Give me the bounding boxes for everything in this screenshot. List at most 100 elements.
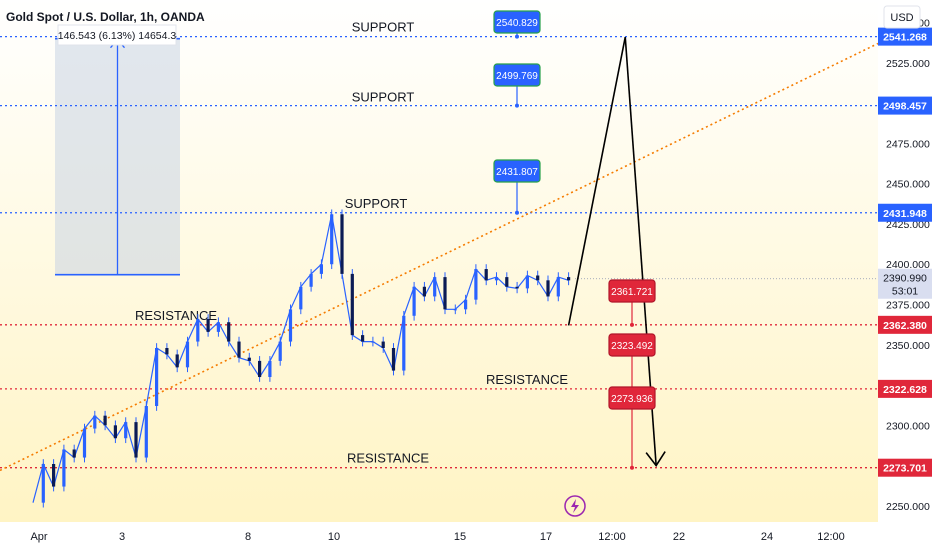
candle-body xyxy=(525,275,529,289)
target-callout-text: 2273.936 xyxy=(611,394,653,405)
target-callout-point xyxy=(515,34,519,39)
x-tick-label: 12:00 xyxy=(817,531,845,543)
candle-body xyxy=(484,269,488,281)
target-callout-point xyxy=(630,465,634,470)
level-price-tag-text: 2362.380 xyxy=(883,320,927,332)
level-price-tag xyxy=(878,315,932,334)
candle-body xyxy=(134,422,138,458)
level-price-tag xyxy=(878,27,932,46)
level-label-support: SUPPORT xyxy=(352,90,415,105)
target-callout-box[interactable] xyxy=(608,333,656,357)
x-tick-label: 8 xyxy=(245,531,251,543)
measure-tool-label: 146.543 (6.13%) 14654.3 xyxy=(58,30,177,42)
candle-body xyxy=(505,277,509,287)
y-tick-label: 2375.000 xyxy=(886,300,930,312)
x-tick-label: 12:00 xyxy=(598,531,626,543)
current-price-countdown: 53:01 xyxy=(892,286,918,298)
level-price-tag xyxy=(878,203,932,222)
y-tick-label: 2475.000 xyxy=(886,138,930,150)
candle-body xyxy=(464,299,468,310)
level-label-resistance: RESISTANCE xyxy=(347,451,429,466)
level-price-tag-text: 2541.268 xyxy=(883,32,927,44)
level-label-support: SUPPORT xyxy=(345,196,408,211)
candle-body xyxy=(412,286,416,316)
target-callout-box[interactable] xyxy=(493,10,541,34)
candle-body xyxy=(165,348,169,355)
candle-body xyxy=(41,464,45,503)
level-label-resistance: RESISTANCE xyxy=(486,372,568,387)
candle-body xyxy=(278,341,282,361)
candle-body xyxy=(288,309,293,342)
target-callout-box[interactable] xyxy=(493,159,541,183)
target-callout-text: 2499.769 xyxy=(496,71,538,82)
candle-body xyxy=(62,449,66,487)
target-callout-box[interactable] xyxy=(493,63,541,87)
candle-body xyxy=(494,277,499,281)
candle-body xyxy=(536,275,540,281)
candle-body xyxy=(185,341,190,368)
target-callout-text: 2431.807 xyxy=(496,167,538,178)
currency-button[interactable] xyxy=(883,5,921,29)
level-price-tag xyxy=(878,379,932,398)
candle-body xyxy=(361,335,365,342)
y-tick-label: 2525.000 xyxy=(886,58,930,70)
candle-body xyxy=(546,280,550,297)
level-price-tag-text: 2322.628 xyxy=(883,384,927,396)
candle-body xyxy=(227,322,231,342)
candle-body xyxy=(350,273,354,336)
candle-body xyxy=(52,464,56,487)
candle-body xyxy=(237,341,241,358)
candle-body xyxy=(402,315,406,371)
candle-body xyxy=(155,348,159,406)
measure-tool-label-box xyxy=(57,24,177,46)
candle-body xyxy=(247,357,251,361)
y-tick-label: 2300.000 xyxy=(886,420,930,432)
target-callout-text: 2361.721 xyxy=(611,287,653,298)
candle-body xyxy=(93,415,97,429)
x-tick-label: 10 xyxy=(328,531,340,543)
candle-body xyxy=(556,277,560,297)
currency-label: USD xyxy=(890,12,913,24)
target-callout-box[interactable] xyxy=(608,386,656,410)
projection-arrowhead xyxy=(645,451,666,467)
candle-body xyxy=(103,415,107,426)
current-price-tag xyxy=(878,268,932,299)
candle-body xyxy=(453,309,457,311)
y-tick-label: 2350.000 xyxy=(886,340,930,352)
candle-body xyxy=(196,319,200,342)
flash-icon-glyph xyxy=(571,499,579,513)
candle-body xyxy=(268,360,272,377)
candle-body xyxy=(515,286,519,289)
candle-body xyxy=(113,425,117,439)
candle-body xyxy=(299,286,303,310)
flash-icon[interactable] xyxy=(564,495,586,517)
level-price-tag xyxy=(878,458,932,477)
candle-body xyxy=(391,348,396,371)
candle-body xyxy=(82,428,87,458)
time-axis-background xyxy=(0,522,878,550)
candle-body xyxy=(567,277,571,281)
candle-body xyxy=(330,214,334,265)
candle-body xyxy=(319,264,323,274)
candle-body xyxy=(309,273,313,287)
x-tick-label: 17 xyxy=(540,531,552,543)
target-callout-point xyxy=(515,103,519,108)
candle-body xyxy=(206,319,210,332)
candle-body xyxy=(381,341,385,348)
candle-body xyxy=(175,354,179,368)
candle-body xyxy=(474,269,478,300)
y-tick-label: 2400.000 xyxy=(886,259,930,271)
target-callout-text: 2540.829 xyxy=(496,18,538,29)
x-tick-label: 22 xyxy=(673,531,685,543)
target-callout-text: 2323.492 xyxy=(611,341,653,352)
candle-body xyxy=(144,406,148,458)
target-callout-box[interactable] xyxy=(608,279,656,303)
candle-body xyxy=(371,341,375,343)
candle-body xyxy=(258,360,262,377)
projection-up-leg[interactable] xyxy=(567,36,627,326)
candle-body xyxy=(72,449,76,458)
x-tick-label: 24 xyxy=(761,531,773,543)
x-tick-label: Apr xyxy=(30,531,47,543)
